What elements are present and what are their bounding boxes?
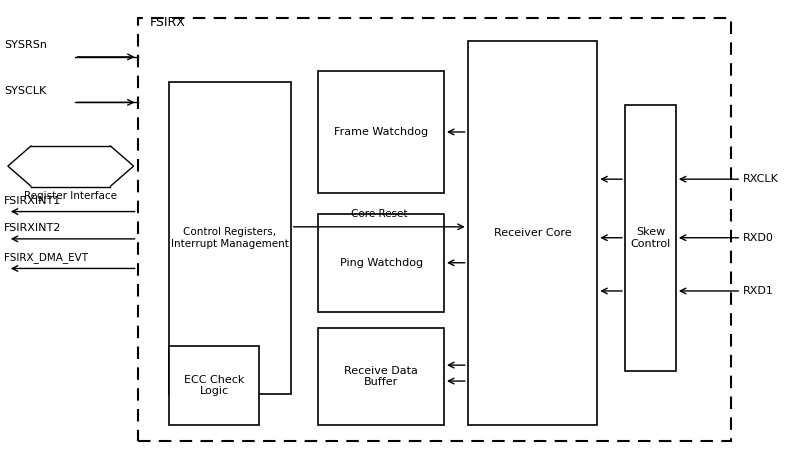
Bar — [138, 18, 731, 441]
Text: RXCLK: RXCLK — [743, 174, 779, 184]
Text: FSIRXINT1: FSIRXINT1 — [4, 196, 61, 206]
Text: Control Registers,
Interrupt Management: Control Registers, Interrupt Management — [171, 227, 288, 248]
Text: Skew
Control: Skew Control — [630, 227, 670, 248]
Bar — [318, 71, 444, 193]
Bar — [169, 82, 291, 394]
Text: SYSCLK: SYSCLK — [4, 86, 46, 96]
Bar — [318, 328, 444, 425]
Text: ECC Check
Logic: ECC Check Logic — [184, 375, 244, 396]
Text: FSIRX: FSIRX — [149, 16, 185, 29]
Bar — [468, 41, 597, 425]
Text: Register Interface: Register Interface — [24, 191, 117, 201]
Bar — [318, 214, 444, 312]
Text: Ping Watchdog: Ping Watchdog — [340, 258, 423, 268]
Text: Core Reset: Core Reset — [351, 209, 407, 219]
Text: RXD1: RXD1 — [743, 286, 773, 296]
Bar — [625, 105, 676, 371]
Text: Receiver Core: Receiver Core — [494, 228, 571, 238]
Bar — [169, 346, 259, 425]
Text: FSIRX_DMA_EVT: FSIRX_DMA_EVT — [4, 252, 88, 263]
Text: RXD0: RXD0 — [743, 233, 773, 243]
Text: SYSRSn: SYSRSn — [4, 40, 47, 50]
Text: FSIRXINT2: FSIRXINT2 — [4, 223, 61, 233]
Text: Receive Data
Buffer: Receive Data Buffer — [344, 366, 418, 387]
Text: Frame Watchdog: Frame Watchdog — [334, 127, 428, 137]
